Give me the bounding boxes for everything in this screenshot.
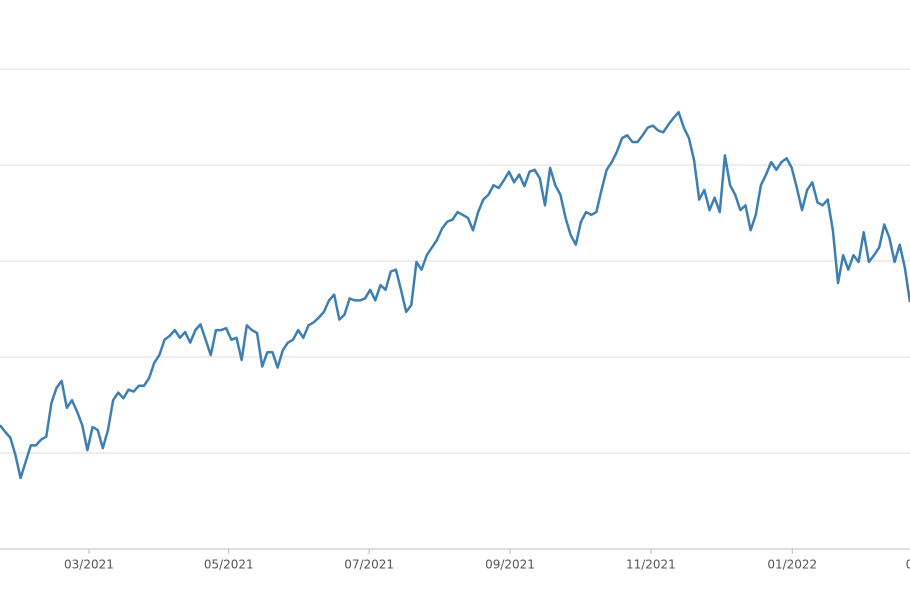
x-tick-label: 03/2022: [906, 558, 910, 572]
line-series: [0, 110, 910, 480]
x-tick-label: 03/2021: [64, 558, 114, 572]
x-tick-label: 05/2021: [204, 558, 254, 572]
x-tick-label: 11/2021: [626, 558, 676, 572]
x-tick-label: 01/2022: [767, 558, 817, 572]
x-tick-label: 09/2021: [485, 558, 535, 572]
x-tick-label: 07/2021: [344, 558, 394, 572]
